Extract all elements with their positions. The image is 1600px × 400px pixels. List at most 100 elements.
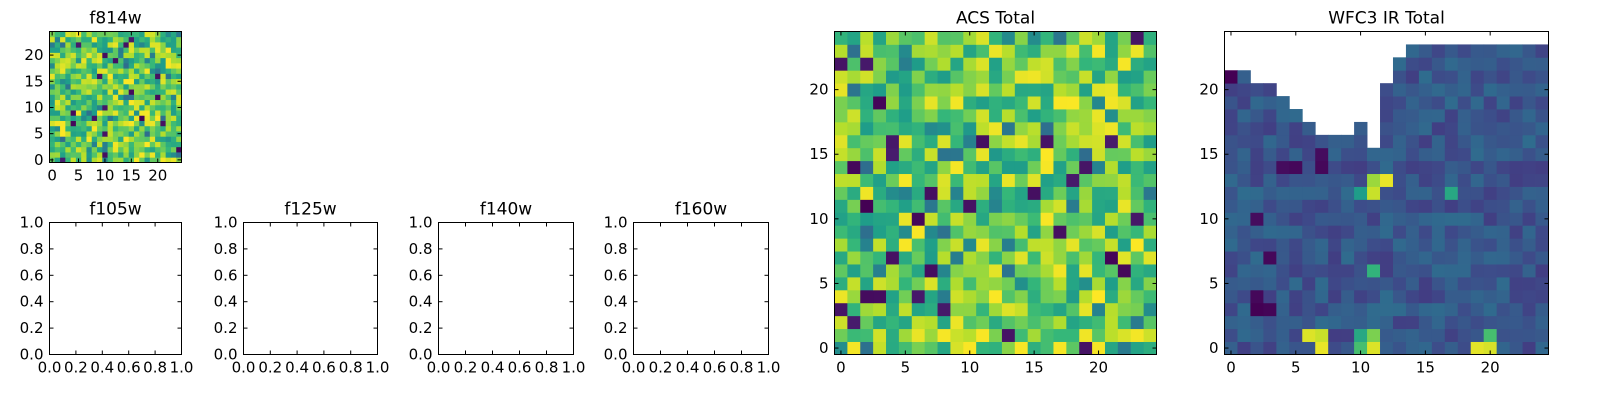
heatmap-cell <box>1470 109 1485 123</box>
heatmap-cell <box>81 78 87 85</box>
heatmap-cell <box>107 136 114 142</box>
heatmap-cell <box>133 57 140 64</box>
heatmap-cell <box>123 131 130 137</box>
heatmap-cell <box>1263 121 1277 136</box>
heatmap-cell <box>1535 147 1549 162</box>
heatmap-cell <box>1470 186 1485 200</box>
heatmap-cell <box>1405 186 1420 200</box>
heatmap-cell <box>49 115 56 121</box>
heatmap-cell <box>1289 341 1303 355</box>
heatmap-cell <box>886 238 900 252</box>
heatmap-cell <box>1224 341 1238 355</box>
heatmap-cell <box>834 276 848 291</box>
heatmap-cell <box>1143 83 1157 97</box>
heatmap-cell <box>1250 134 1264 149</box>
heatmap-cell <box>1224 315 1238 330</box>
heatmap-cell <box>75 141 82 148</box>
heatmap-cell <box>847 225 861 239</box>
heatmap-cell <box>924 147 938 162</box>
heatmap-cell <box>1380 173 1394 187</box>
heatmap-cell <box>1367 160 1381 175</box>
heatmap-cell <box>123 78 130 85</box>
heatmap-cell <box>1431 341 1446 355</box>
heatmap-cell <box>86 31 93 38</box>
heatmap-cell <box>1392 251 1407 265</box>
heatmap-cell <box>1053 186 1067 200</box>
heatmap-cell <box>950 289 964 304</box>
heatmap-cell <box>86 146 93 153</box>
heatmap-cell <box>937 44 951 58</box>
heatmap-cell <box>989 57 1003 71</box>
heatmap-cell <box>860 83 874 97</box>
heatmap-cell <box>176 83 182 90</box>
heatmap-cell <box>1405 302 1420 317</box>
heatmap-cell <box>937 199 951 213</box>
heatmap-cell <box>1392 315 1407 330</box>
heatmap-cell <box>1040 186 1054 200</box>
heatmap-cell <box>1405 289 1420 304</box>
heatmap-cell <box>1092 147 1106 162</box>
heatmap-cell <box>91 120 98 127</box>
heatmap-cell <box>1509 225 1523 239</box>
heatmap-cell <box>1302 134 1316 149</box>
heatmap-cell <box>1470 173 1485 187</box>
heatmap-cell <box>155 120 161 127</box>
heatmap-cell <box>1053 199 1067 213</box>
heatmap-cell <box>1263 276 1277 291</box>
heatmap-cell <box>873 186 887 200</box>
heatmap-cell <box>1444 341 1459 355</box>
heatmap-cell <box>49 41 56 48</box>
heatmap-cell <box>165 47 172 53</box>
heatmap-cell <box>1040 147 1054 162</box>
heatmap-cell <box>1496 264 1511 278</box>
heatmap-cell <box>81 41 87 48</box>
heatmap-cell <box>950 96 964 110</box>
heatmap-cell <box>49 120 56 127</box>
heatmap-cell <box>847 251 861 265</box>
panel-title: f125w <box>284 200 336 220</box>
heatmap-cell <box>144 125 151 132</box>
y-tick-label: 0.2 <box>604 319 628 337</box>
heatmap-cell <box>123 31 130 38</box>
heatmap-cell <box>1457 212 1472 226</box>
heatmap-cell <box>1354 328 1368 342</box>
heatmap-cell <box>976 57 990 71</box>
heatmap-cell <box>1392 328 1407 342</box>
heatmap-cell <box>149 99 156 106</box>
heatmap-cell <box>950 315 964 330</box>
heatmap-cell <box>75 73 82 80</box>
heatmap-cell <box>1092 31 1106 45</box>
heatmap-cell <box>1483 315 1498 330</box>
heatmap-cell <box>1496 134 1511 149</box>
x-tick-label: 10 <box>1351 359 1370 377</box>
heatmap-cell <box>1027 134 1041 149</box>
heatmap-cell <box>1040 57 1054 71</box>
heatmap-cell <box>54 57 61 64</box>
heatmap-cell <box>1418 212 1433 226</box>
heatmap-cell <box>873 315 887 330</box>
heatmap-cell <box>1079 251 1093 265</box>
heatmap-cell <box>1040 276 1054 291</box>
heatmap-cell <box>102 104 108 111</box>
heatmap-cell <box>1341 315 1355 330</box>
heatmap-cell <box>989 44 1003 58</box>
heatmap-cell <box>123 125 130 132</box>
heatmap-cell <box>1470 302 1485 317</box>
heatmap-cell <box>1418 57 1433 71</box>
heatmap-cell <box>107 110 114 116</box>
heatmap-cell <box>1237 134 1251 149</box>
heatmap-cell <box>873 134 887 149</box>
heatmap-cell <box>834 251 848 265</box>
heatmap-cell <box>1117 57 1132 71</box>
heatmap-cell <box>963 173 977 187</box>
heatmap-cell <box>170 146 177 153</box>
heatmap-cell <box>149 120 156 127</box>
heatmap-cell <box>112 125 119 132</box>
heatmap-cell <box>1380 315 1394 330</box>
heatmap-cell <box>1444 160 1459 175</box>
y-tick-label: 0.8 <box>20 240 44 258</box>
heatmap-cell <box>123 47 130 53</box>
heatmap-cell <box>1130 109 1145 123</box>
heatmap-cell <box>97 104 103 111</box>
heatmap-cell <box>1014 251 1029 265</box>
